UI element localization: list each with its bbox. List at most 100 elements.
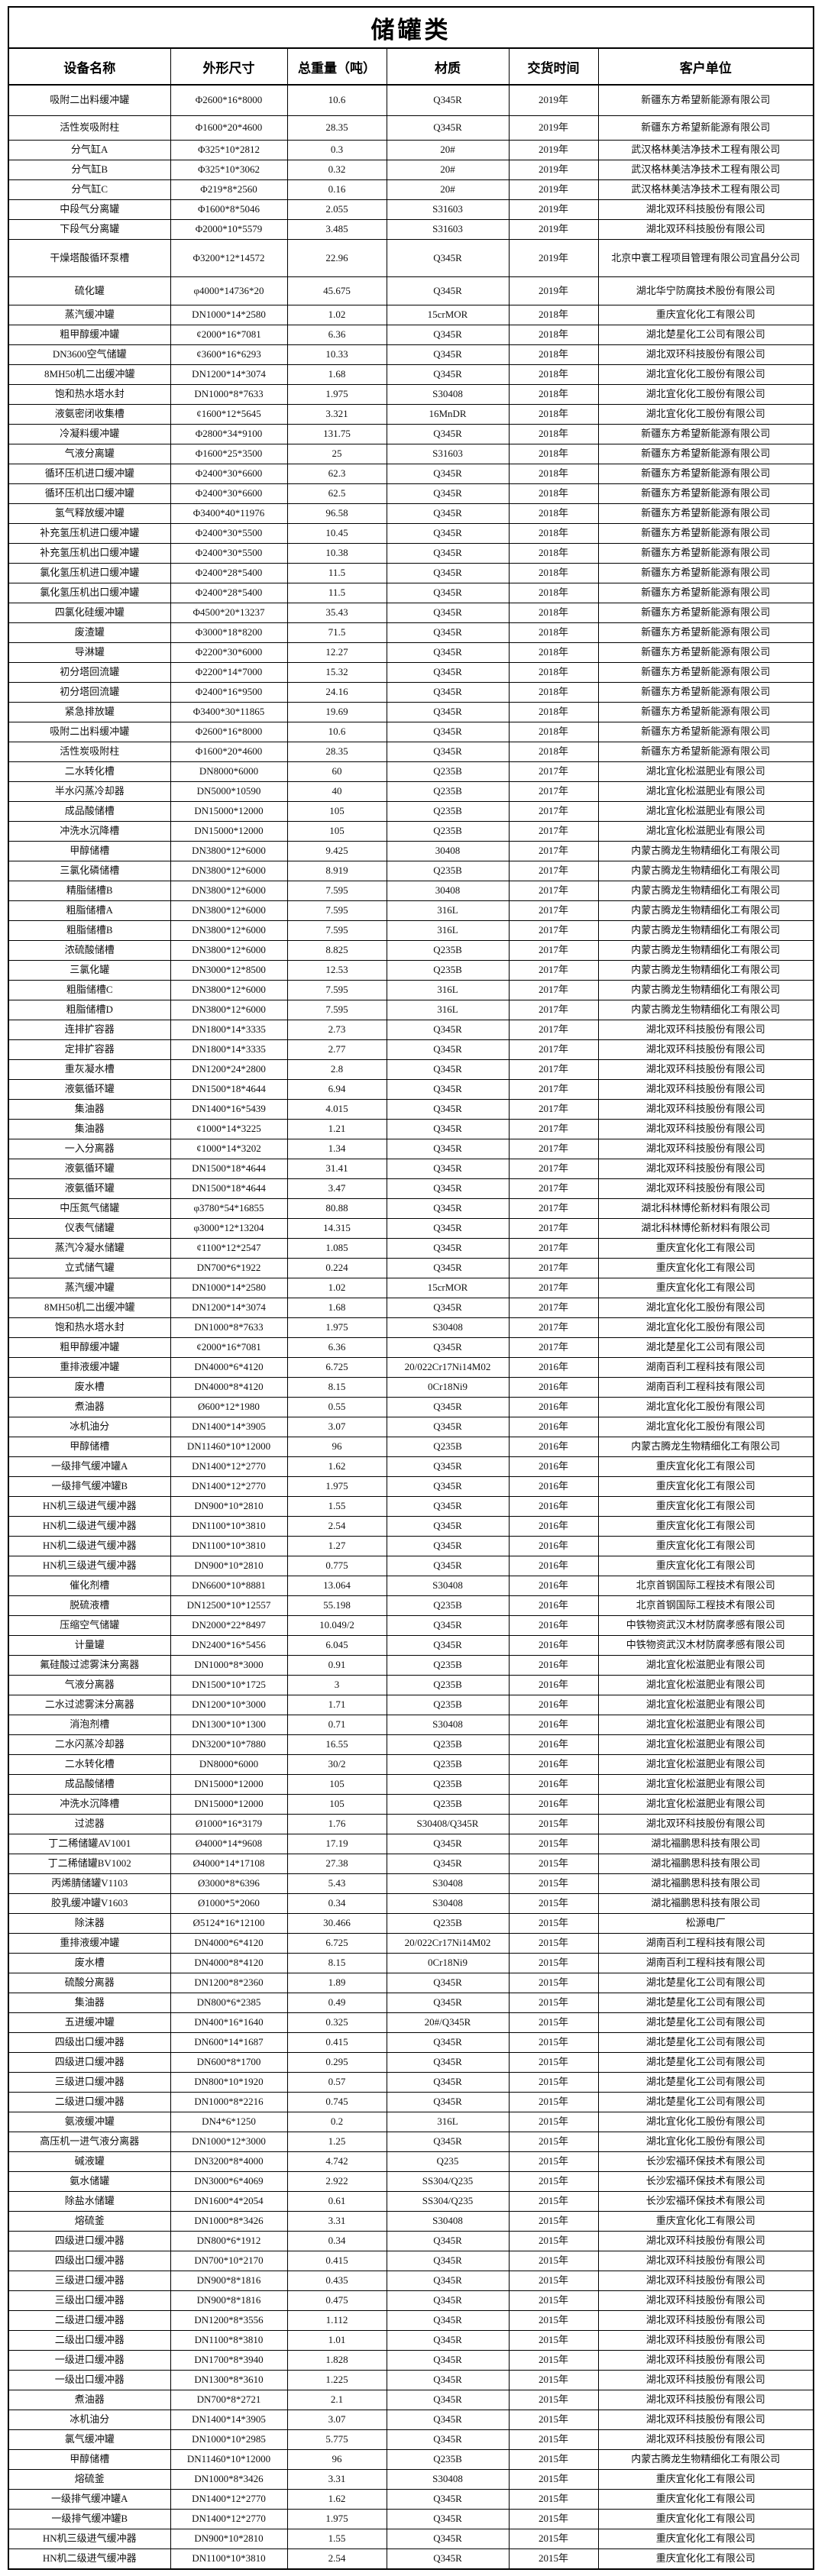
cell-customer: 重庆宜化化工有限公司	[597, 305, 814, 325]
cell-material: 316L	[386, 920, 510, 941]
cell-equipment-name: 二级进口缓冲器	[8, 2092, 171, 2112]
cell-dimensions: DN1000*8*3426	[170, 2469, 288, 2490]
cell-material: Q345R	[386, 2271, 510, 2291]
table-row: 熔硫釜 DN1000*8*3426 3.31 S30408 2015年 重庆宜化化工有限公…	[8, 2469, 814, 2490]
table-row: 液氨循环罐 DN1500*18*4644 31.41 Q345R 2017年 湖北双环科技…	[8, 1159, 814, 1179]
cell-delivery-year: 2017年	[508, 1059, 599, 1080]
cell-delivery-year: 2015年	[508, 2231, 599, 2251]
cell-customer: 松源电厂	[597, 1913, 814, 1934]
cell-dimensions: φ3780*54*16855	[170, 1198, 288, 1219]
table-row: 半水闪蒸冷却器 DN5000*10590 40 Q235B 2017年 湖北宜化松滋肥业有…	[8, 781, 814, 802]
table-row: 三级进口缓冲器 DN800*10*1920 0.57 Q345R 2015年 湖北楚星化工…	[8, 2072, 814, 2093]
cell-weight: 2.1	[286, 2390, 387, 2410]
cell-material: Q345R	[386, 2290, 510, 2311]
cell-dimensions: DN1000*8*3426	[170, 2211, 288, 2232]
cell-delivery-year: 2015年	[508, 2211, 599, 2232]
cell-equipment-name: 一级排气缓冲罐B	[8, 2509, 171, 2529]
cell-dimensions: DN1200*10*3000	[170, 1695, 288, 1715]
table-row: 活性炭吸附柱 Φ1600*20*4600 28.35 Q345R 2018年 新疆东方希望…	[8, 742, 814, 762]
cell-equipment-name: 四级出口缓冲器	[8, 2032, 171, 2053]
cell-material: 0Cr18Ni9	[386, 1377, 510, 1398]
cell-material: Q345R	[386, 364, 510, 385]
cell-material: Q345R	[386, 276, 510, 305]
cell-dimensions: DN15000*12000	[170, 801, 288, 822]
cell-customer: 重庆宜化化工有限公司	[597, 1456, 814, 1477]
cell-weight: 1.225	[286, 2370, 387, 2390]
cell-dimensions: Φ219*8*2560	[170, 179, 288, 200]
cell-equipment-name: 饱和热水塔水封	[8, 1317, 171, 1338]
cell-customer: 重庆宜化化工有限公司	[597, 1258, 814, 1278]
column-header-2: 总重量（吨）	[286, 47, 387, 86]
cell-customer: 湖北双环科技股份有限公司	[597, 2390, 814, 2410]
cell-weight: 80.88	[286, 1198, 387, 1219]
cell-delivery-year: 2017年	[508, 781, 599, 802]
cell-material: Q345R	[386, 722, 510, 742]
cell-delivery-year: 2017年	[508, 940, 599, 961]
cell-customer: 湖北楚星化工公司有限公司	[597, 2092, 814, 2112]
cell-material: Q345R	[386, 1079, 510, 1100]
table-row: 蒸汽缓冲罐 DN1000*14*2580 1.02 15crMOR 2018年 重庆宜化化…	[8, 305, 814, 325]
cell-customer: 重庆宜化化工有限公司	[597, 2211, 814, 2232]
cell-customer: 湖北宜化化工股份有限公司	[597, 1298, 814, 1318]
cell-weight: 6.36	[286, 325, 387, 345]
cell-customer: 新疆东方希望新能源有限公司	[597, 583, 814, 603]
cell-delivery-year: 2015年	[508, 1814, 599, 1834]
cell-customer: 湖北宜化松滋肥业有限公司	[597, 1754, 814, 1775]
cell-weight: 6.725	[286, 1357, 387, 1378]
cell-delivery-year: 2018年	[508, 523, 599, 544]
cell-equipment-name: 重排液缓冲罐	[8, 1933, 171, 1954]
cell-delivery-year: 2018年	[508, 722, 599, 742]
cell-dimensions: DN1200*24*2800	[170, 1059, 288, 1080]
cell-material: Q345R	[386, 1099, 510, 1120]
cell-delivery-year: 2017年	[508, 1099, 599, 1120]
cell-delivery-year: 2016年	[508, 1794, 599, 1815]
cell-customer: 湖北双环科技股份有限公司	[597, 1039, 814, 1060]
cell-equipment-name: 甲醇储槽	[8, 1437, 171, 1457]
table-row: 一级排气缓冲罐A DN1400*12*2770 1.62 Q345R 2015年 重庆宜化…	[8, 2489, 814, 2510]
cell-weight: 12.27	[286, 642, 387, 663]
cell-customer: 湖北宜化化工股份有限公司	[597, 404, 814, 425]
cell-dimensions: Φ2400*30*6600	[170, 464, 288, 484]
cell-customer: 湖北宜化松滋肥业有限公司	[597, 1794, 814, 1815]
cell-equipment-name: 一级出口缓冲器	[8, 2370, 171, 2390]
cell-customer: 新疆东方希望新能源有限公司	[597, 722, 814, 742]
cell-customer: 湖北双环科技股份有限公司	[597, 2231, 814, 2251]
table-row: 甲醇储槽 DN11460*10*12000 96 Q235B 2015年 内蒙古腾龙生物精…	[8, 2449, 814, 2470]
cell-material: Q345R	[386, 2032, 510, 2053]
cell-customer: 中铁物资武汉木材防腐孝感有限公司	[597, 1615, 814, 1636]
cell-material: Q345R	[386, 523, 510, 544]
cell-weight: 1.085	[286, 1238, 387, 1259]
cell-material: Q345R	[386, 2370, 510, 2390]
cell-weight: 1.62	[286, 2489, 387, 2510]
cell-delivery-year: 2016年	[508, 1417, 599, 1437]
table-row: 吸附二出料缓冲罐 Φ2600*16*8000 10.6 Q345R 2019年 新疆东方希…	[8, 84, 814, 116]
cell-equipment-name: HN机三级进气缓冲器	[8, 1556, 171, 1576]
cell-customer: 内蒙古腾龙生物精细化工有限公司	[597, 980, 814, 1000]
cell-customer: 湖北双环科技股份有限公司	[597, 2251, 814, 2271]
cell-equipment-name: 丁二稀储罐AV1001	[8, 1834, 171, 1854]
cell-weight: 2.8	[286, 1059, 387, 1080]
cell-delivery-year: 2015年	[508, 2072, 599, 2093]
cell-weight: 28.35	[286, 115, 387, 141]
cell-dimensions: ¢1000*14*3202	[170, 1139, 288, 1159]
cell-equipment-name: 氯化氢压机进口缓冲罐	[8, 563, 171, 583]
cell-material: 30408	[386, 881, 510, 901]
cell-weight: 3.31	[286, 2211, 387, 2232]
cell-customer: 湖北宜化化工股份有限公司	[597, 364, 814, 385]
table-row: 计量罐 DN2400*16*5456 6.045 Q345R 2016年 中铁物资武汉木材…	[8, 1635, 814, 1656]
table-row: 碱液罐 DN3200*8*4000 4.742 Q235 2015年 长沙宏福环保技术有限…	[8, 2151, 814, 2172]
table-row: 中段气分离罐 Φ1600*8*5046 2.055 S31603 2019年 湖北双环科技…	[8, 199, 814, 220]
cell-weight: 62.3	[286, 464, 387, 484]
cell-customer: 长沙宏福环保技术有限公司	[597, 2151, 814, 2172]
cell-customer: 重庆宜化化工有限公司	[597, 1556, 814, 1576]
cell-weight: 6.045	[286, 1635, 387, 1656]
cell-equipment-name: 二水转化槽	[8, 761, 171, 782]
cell-equipment-name: 冰机油分	[8, 1417, 171, 1437]
cell-customer: 湖北宜化化工股份有限公司	[597, 384, 814, 405]
cell-equipment-name: 催化剂槽	[8, 1576, 171, 1596]
table-row: 粗脂储槽B DN3800*12*6000 7.595 316L 2017年 内蒙古腾龙生物…	[8, 920, 814, 941]
cell-weight: 1.02	[286, 305, 387, 325]
cell-dimensions: Ø5124*16*12100	[170, 1913, 288, 1934]
cell-delivery-year: 2015年	[508, 2132, 599, 2152]
cell-equipment-name: 硫酸分离器	[8, 1973, 171, 1993]
